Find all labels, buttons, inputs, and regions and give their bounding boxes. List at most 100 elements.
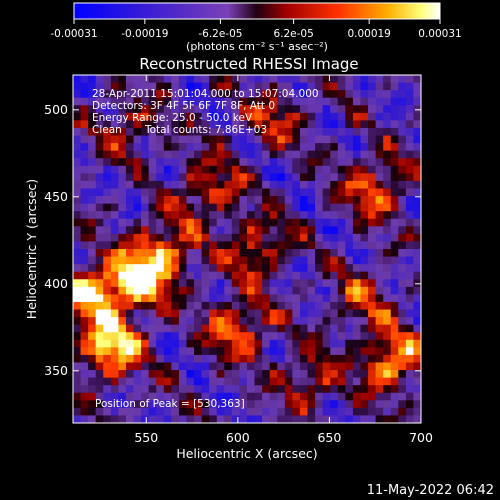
heatmap-cell — [247, 112, 256, 121]
heatmap-cell — [156, 97, 165, 106]
heatmap-cell — [254, 233, 263, 243]
heatmap-cell — [337, 354, 346, 364]
heatmap-cell — [103, 211, 112, 220]
heatmap-cell — [110, 97, 119, 106]
heatmap-cell — [224, 392, 233, 401]
heatmap-cell — [390, 226, 399, 235]
heatmap-cell — [322, 286, 331, 295]
heatmap-cell — [178, 271, 188, 280]
heatmap-cell — [95, 271, 104, 280]
heatmap-cell — [73, 82, 82, 91]
heatmap-cell — [141, 143, 150, 152]
heatmap-cell — [299, 294, 309, 303]
heatmap-cell — [178, 415, 188, 423]
heatmap-cell — [125, 332, 135, 341]
heatmap-cell — [88, 271, 97, 280]
heatmap-cell — [247, 317, 256, 326]
heatmap-cell — [125, 377, 135, 386]
heatmap-cell — [141, 332, 150, 341]
heatmap-cell — [231, 105, 241, 114]
heatmap-cell — [186, 158, 195, 167]
heatmap-cell — [73, 249, 82, 258]
heatmap-cell — [156, 286, 165, 295]
heatmap-cell — [186, 211, 195, 220]
heatmap-cell — [254, 354, 263, 364]
heatmap-cell — [194, 415, 203, 423]
heatmap-cell — [413, 407, 421, 417]
heatmap-cell — [262, 127, 271, 137]
heatmap-cell — [194, 400, 203, 409]
heatmap-cell — [383, 249, 392, 258]
heatmap-cell — [171, 407, 180, 417]
heatmap-cell — [398, 377, 407, 386]
heatmap-cell — [141, 264, 150, 273]
heatmap-cell — [216, 233, 225, 243]
heatmap-cell — [254, 82, 263, 91]
heatmap-cell — [73, 332, 82, 341]
heatmap-cell — [405, 173, 415, 182]
heatmap-cell — [269, 188, 278, 197]
heatmap-cell — [201, 264, 210, 273]
colorbar-tick-label: 6.2e-05 — [273, 28, 313, 40]
heatmap-cell — [284, 211, 293, 220]
heatmap-cell — [292, 294, 301, 303]
heatmap-cell — [277, 249, 286, 258]
heatmap-cell — [125, 354, 135, 364]
heatmap-cell — [315, 150, 324, 159]
heatmap-cell — [80, 370, 89, 379]
heatmap-cell — [201, 400, 210, 409]
heatmap-cell — [337, 347, 346, 356]
heatmap-cell — [360, 370, 369, 379]
heatmap-cell — [247, 180, 256, 190]
heatmap-cell — [118, 127, 127, 137]
heatmap-cell — [247, 165, 256, 174]
heatmap-cell — [383, 354, 392, 364]
heatmap-cell — [163, 286, 172, 295]
heatmap-cell — [368, 256, 377, 265]
heatmap-cell — [247, 392, 256, 401]
heatmap-cell — [95, 82, 104, 91]
heatmap-cell — [88, 135, 97, 144]
heatmap-cell — [201, 173, 210, 182]
heatmap-cell — [292, 211, 301, 220]
heatmap-cell — [163, 354, 172, 364]
heatmap-cell — [148, 400, 157, 409]
heatmap-cell — [209, 294, 218, 303]
heatmap-cell — [186, 294, 195, 303]
heatmap-cell — [292, 271, 301, 280]
heatmap-cell — [368, 324, 377, 333]
heatmap-cell — [148, 249, 157, 258]
heatmap-cell — [163, 203, 172, 212]
heatmap-cell — [239, 218, 248, 227]
heatmap-cell — [186, 105, 195, 114]
heatmap-cell — [375, 415, 384, 423]
x-tick-label: 650 — [317, 430, 341, 445]
heatmap-cell — [307, 75, 316, 84]
heatmap-cell — [163, 339, 172, 348]
heatmap-cell — [413, 180, 421, 190]
heatmap-cell — [383, 158, 392, 167]
heatmap-cell — [110, 385, 119, 394]
heatmap-cell — [239, 256, 248, 265]
heatmap-cell — [262, 324, 271, 333]
heatmap-cell — [110, 279, 119, 288]
heatmap-cell — [383, 97, 392, 106]
heatmap-cell — [405, 233, 415, 243]
heatmap-cell — [405, 112, 415, 121]
heatmap-cell — [375, 332, 384, 341]
heatmap-cell — [269, 158, 278, 167]
heatmap-cell — [330, 377, 339, 386]
heatmap-cell — [398, 415, 407, 423]
heatmap-cell — [141, 165, 150, 174]
heatmap-cell — [375, 377, 384, 386]
heatmap-cell — [284, 105, 293, 114]
heatmap-cell — [254, 392, 263, 401]
heatmap-cell — [80, 180, 89, 190]
heatmap-cell — [239, 332, 248, 341]
heatmap-cell — [125, 82, 135, 91]
heatmap-cell — [148, 218, 157, 227]
heatmap-cell — [383, 294, 392, 303]
heatmap-cell — [209, 226, 218, 235]
heatmap-cell — [383, 264, 392, 273]
heatmap-cell — [88, 127, 97, 137]
